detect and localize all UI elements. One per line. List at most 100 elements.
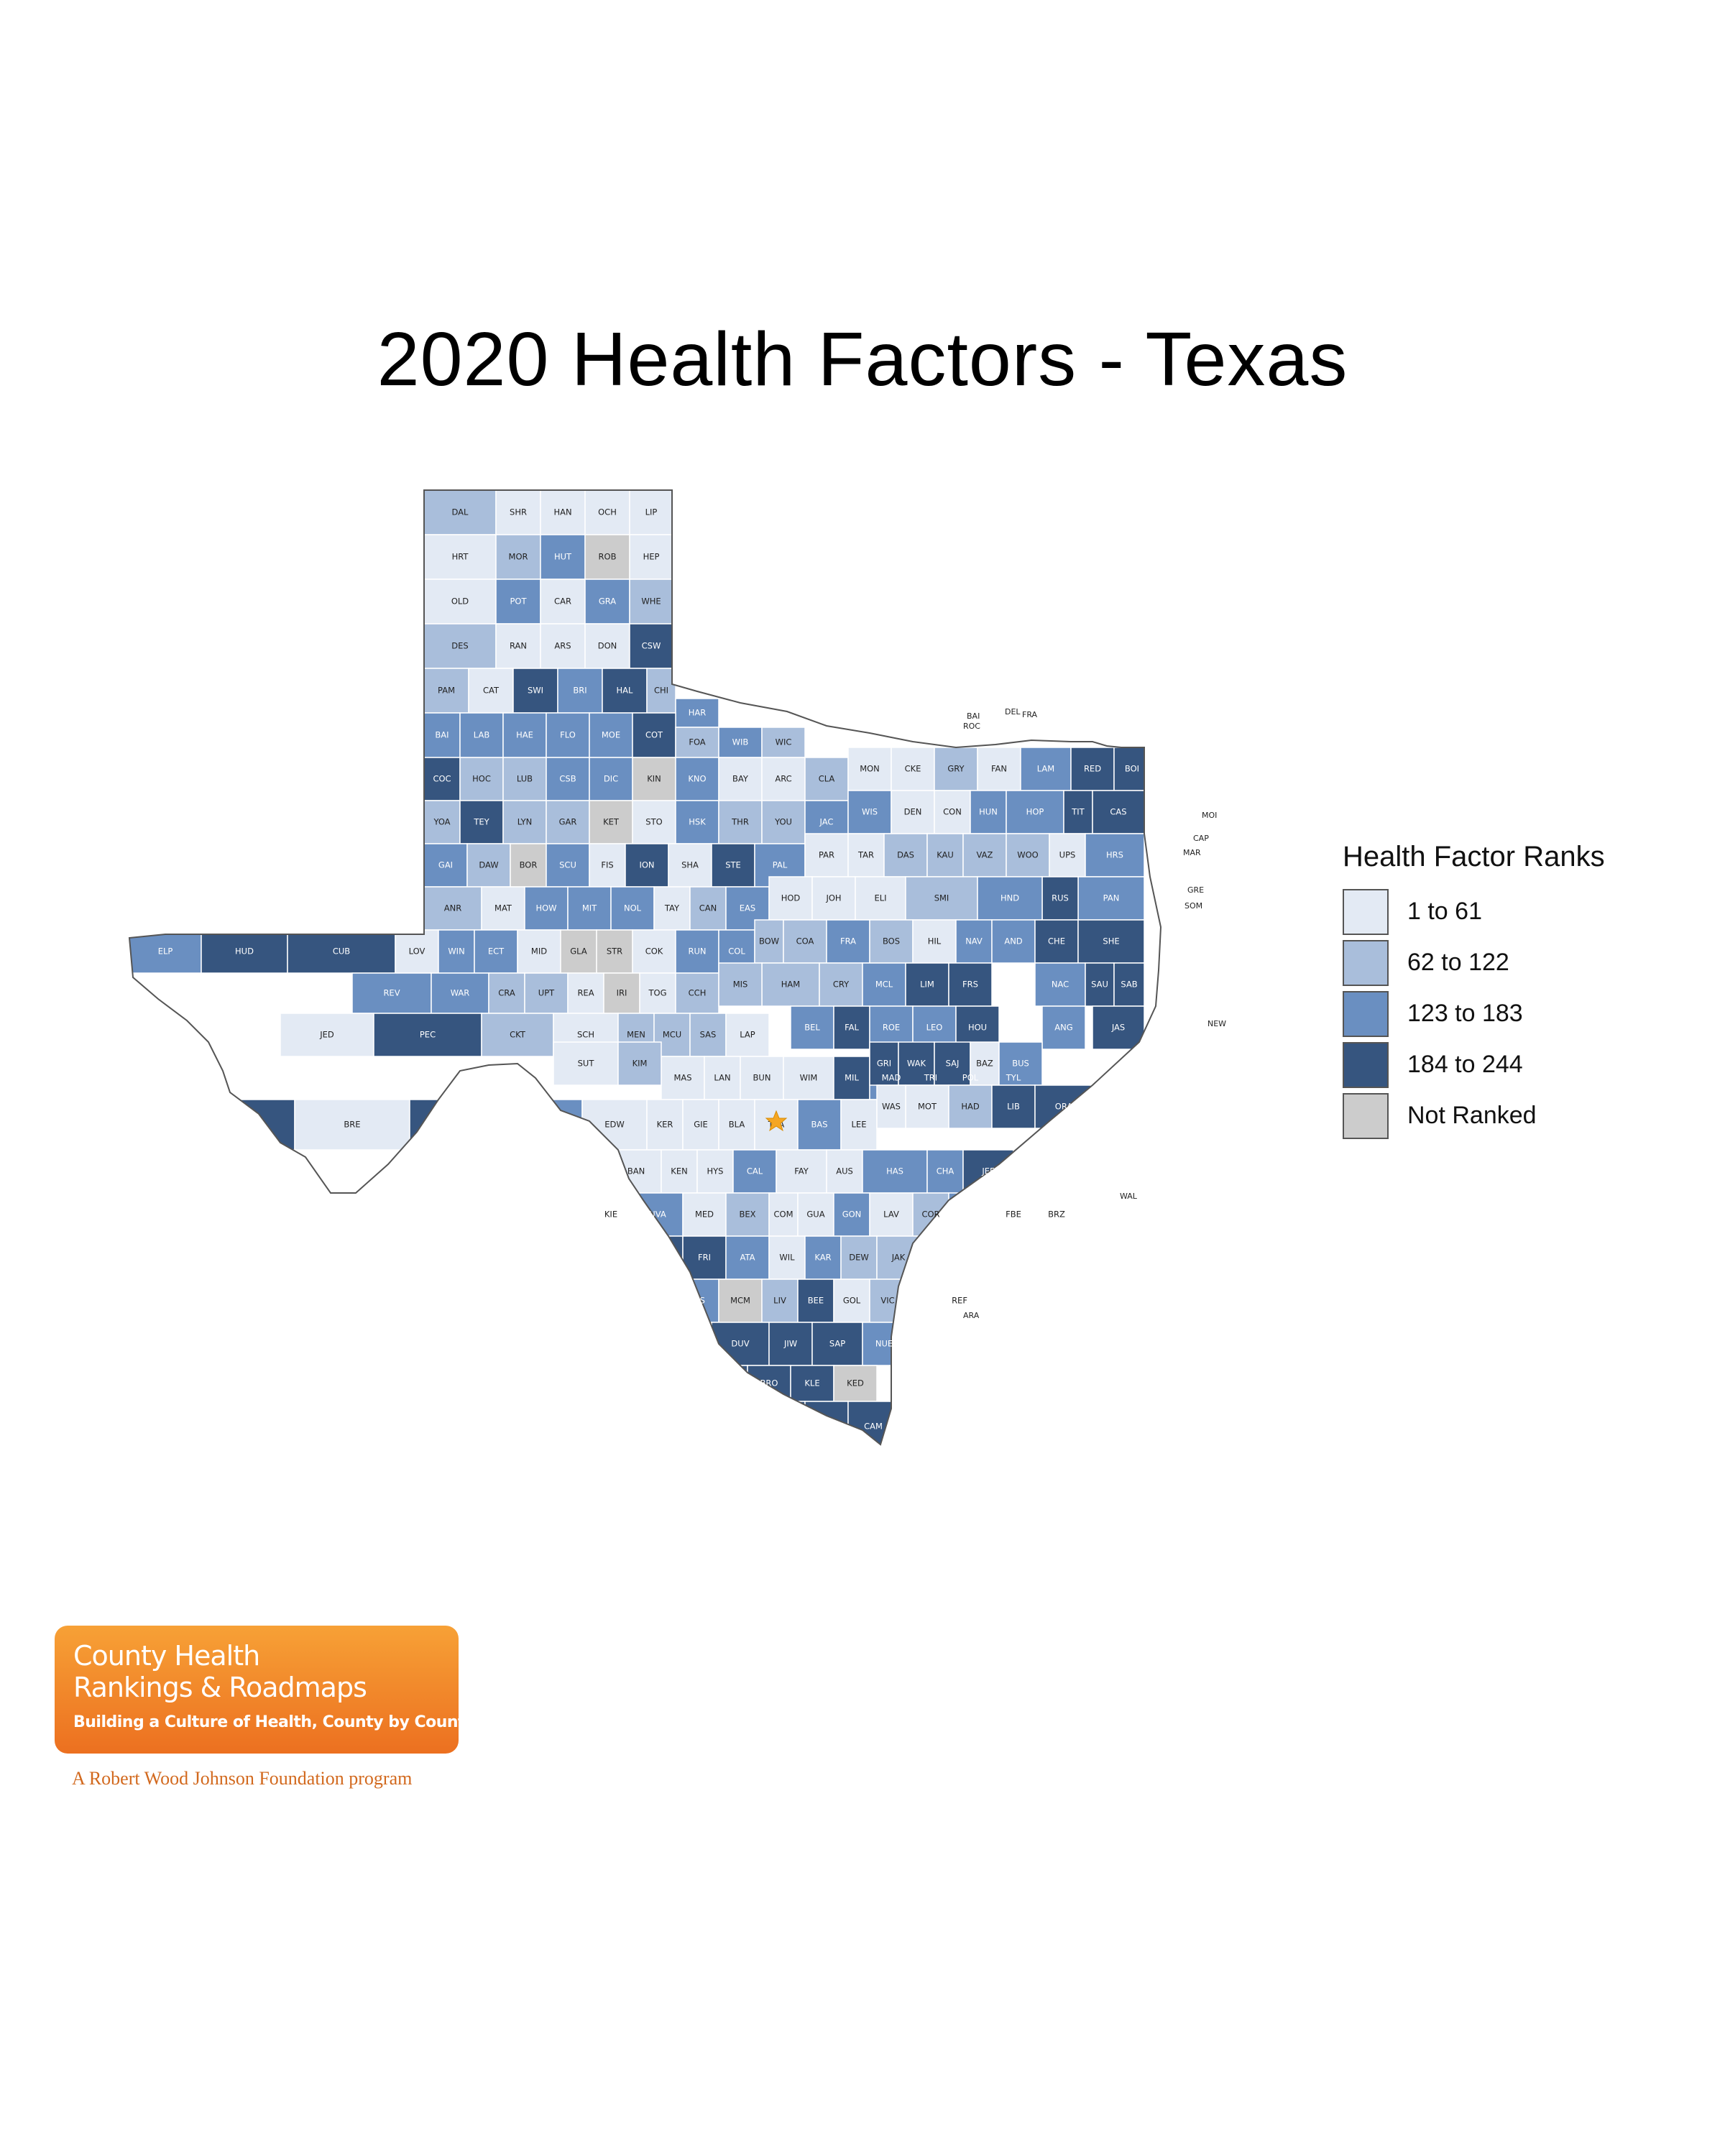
county-label: HUN (979, 807, 998, 817)
county-label: FIS (601, 860, 613, 870)
county-och (584, 490, 630, 535)
county-cok (632, 929, 676, 974)
county-label: WAS (882, 1102, 901, 1112)
county-label: ARC (775, 774, 791, 784)
county-label: FAN (991, 764, 1007, 774)
logo-line2: Rankings & Roadmaps (73, 1672, 367, 1703)
county-cha (926, 1149, 964, 1194)
county-label: HUD (235, 946, 254, 957)
county-label: NUE (875, 1339, 893, 1349)
county-label: MIL (845, 1073, 859, 1083)
county-lip (629, 490, 673, 535)
county-label: GRI (877, 1059, 891, 1069)
county-label: EDW (604, 1120, 625, 1130)
county-label: HOP (1026, 807, 1044, 817)
county-wic (761, 727, 806, 758)
county-han (540, 490, 586, 535)
county-label: SUT (578, 1059, 595, 1069)
county-label: BRZ (1048, 1210, 1065, 1220)
county-label: BAY (732, 774, 749, 784)
county-label: HOW (535, 903, 556, 913)
county-label: STA (711, 1422, 726, 1432)
county-hys (696, 1149, 734, 1194)
county-hal (602, 668, 648, 714)
county-cry (819, 962, 863, 1007)
county-label: ELI (874, 893, 886, 903)
county-gua (797, 1192, 834, 1237)
county-label: LIB (1007, 1102, 1020, 1112)
county-label: OLD (451, 596, 469, 607)
county-label: UVA (649, 1210, 666, 1220)
county-label: GRY (947, 764, 965, 774)
county-label: RAN (510, 641, 527, 651)
county-label: HAM (781, 980, 800, 990)
county-hut (540, 534, 586, 580)
callout-label: DEL (1005, 707, 1021, 717)
county-label: MAG (939, 1253, 959, 1263)
legend-label: 62 to 122 (1407, 949, 1509, 976)
county-label: TYL (1006, 1073, 1021, 1083)
county-label: HYS (707, 1166, 724, 1176)
county-label: JAC (819, 817, 834, 827)
county-label: TOG (648, 988, 667, 998)
county-bay (718, 757, 763, 801)
county-label: THR (731, 817, 749, 827)
county-hod (768, 876, 813, 921)
county-label: GIE (694, 1120, 708, 1130)
county-label: CHA (937, 1166, 954, 1176)
county-label: SWI (528, 686, 543, 696)
county-pec (373, 1013, 482, 1057)
county-label: CSB (559, 774, 576, 784)
county-label: WHE (641, 596, 661, 607)
legend-swatch (1343, 1041, 1389, 1088)
callout-label: GRE (1187, 885, 1204, 895)
county-lub (502, 757, 547, 801)
county-jed (280, 1013, 374, 1057)
legend-label: 1 to 61 (1407, 898, 1482, 925)
county-label: TER (455, 1120, 472, 1130)
county-label: CKE (905, 764, 921, 774)
county-hnd (977, 876, 1043, 921)
county-has (862, 1149, 928, 1194)
county-label: YOA (433, 817, 450, 827)
county-was (876, 1084, 906, 1129)
county-label: BAS (811, 1120, 827, 1130)
chrr-logo: County Health Rankings & Roadmaps Buildi… (55, 1626, 475, 1754)
legend-item: 123 to 183 (1343, 988, 1605, 1039)
county-label: ROE (883, 1023, 900, 1033)
county-kno (675, 757, 719, 801)
county-label: REV (383, 988, 400, 998)
county-mon (847, 747, 892, 791)
county-label: LUB (517, 774, 533, 784)
county-bus (998, 1041, 1043, 1086)
county-label: NAV (965, 936, 983, 946)
county-label: TEY (473, 817, 489, 827)
county-label: ZAP (675, 1378, 691, 1388)
county-label: KET (603, 817, 620, 827)
county-wil (768, 1235, 806, 1280)
legend-title: Health Factor Ranks (1343, 841, 1605, 872)
county-label: IRI (617, 988, 627, 998)
county-label: PAR (819, 850, 834, 860)
county-tey (459, 800, 504, 844)
county-label: KIM (632, 1059, 648, 1069)
county-label: HAN (553, 507, 571, 517)
county-label: BUS (1012, 1059, 1029, 1069)
county-label: ARS (554, 641, 571, 651)
county-cra (488, 972, 525, 1014)
county-ket (589, 800, 633, 844)
county-label: HEP (643, 552, 660, 562)
county-label: AND (1004, 936, 1022, 946)
county-label: SCU (559, 860, 576, 870)
legend-label: Not Ranked (1407, 1102, 1537, 1129)
map-title: 2020 Health Factors - Texas (377, 317, 1348, 402)
county-label: SAU (1091, 980, 1108, 990)
county-label: SHR (510, 507, 527, 517)
county-label: LYN (518, 817, 533, 827)
county-label: CAS (1110, 807, 1126, 817)
county-label: NAC (1052, 980, 1069, 990)
legend-label: 123 to 183 (1407, 1000, 1523, 1027)
county-moe (589, 712, 633, 758)
county-label: MCM (730, 1296, 750, 1306)
county-label: VIC (880, 1296, 894, 1306)
